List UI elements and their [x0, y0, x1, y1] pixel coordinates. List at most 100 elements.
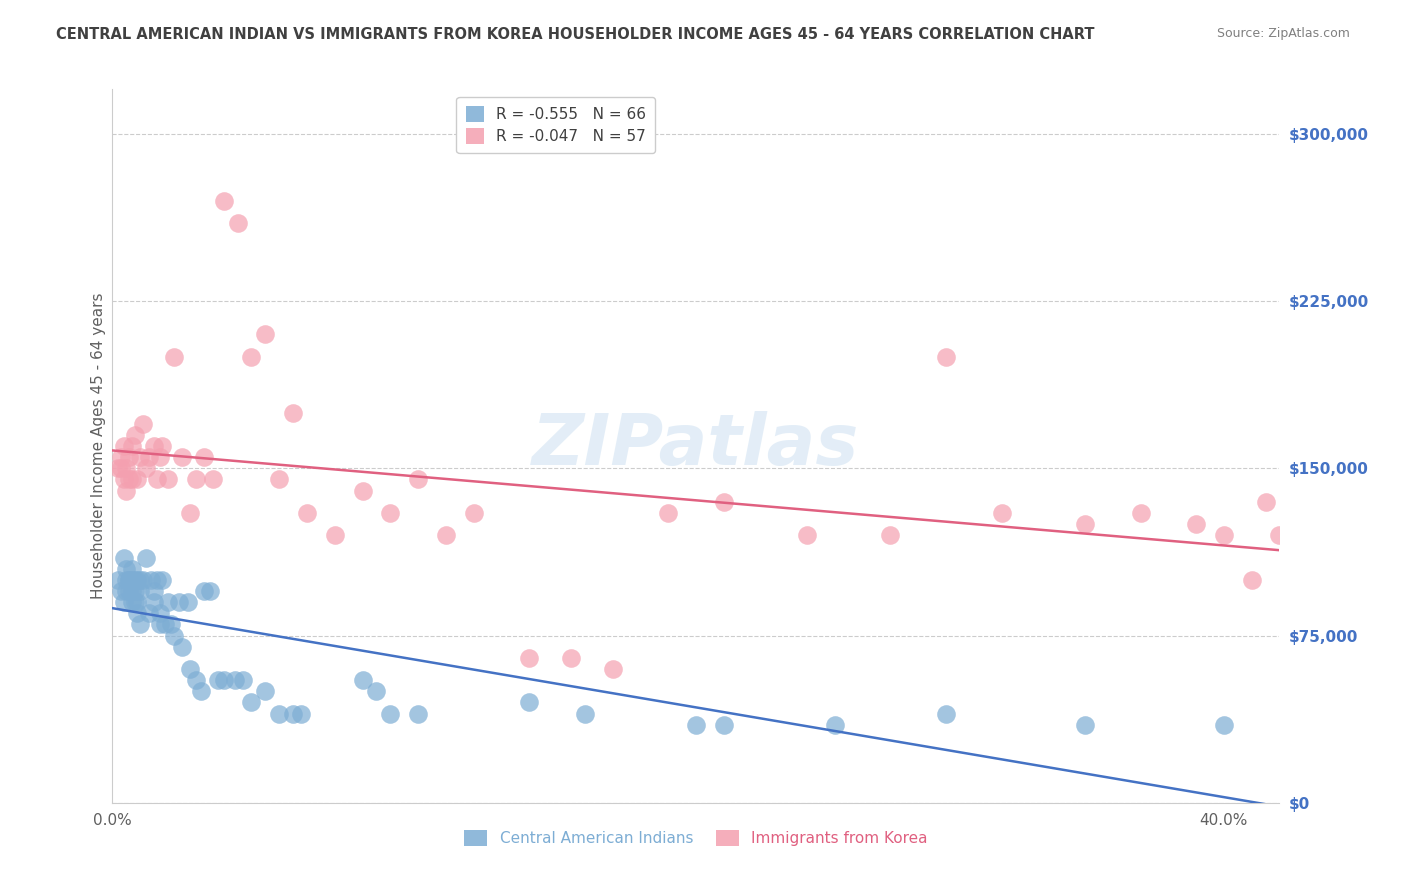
- Point: [121, 583, 143, 598]
- Point: [138, 450, 160, 464]
- Point: [179, 506, 201, 520]
- Point: [380, 706, 402, 721]
- Point: [124, 595, 146, 609]
- Point: [602, 662, 624, 676]
- Point: [170, 640, 193, 654]
- Point: [1240, 573, 1263, 587]
- Point: [112, 550, 135, 565]
- Point: [167, 595, 190, 609]
- Point: [1074, 517, 1097, 532]
- Point: [254, 684, 277, 698]
- Point: [138, 607, 160, 621]
- Point: [240, 350, 263, 364]
- Point: [281, 405, 304, 419]
- Point: [935, 706, 957, 721]
- Point: [657, 506, 679, 520]
- Point: [198, 583, 221, 598]
- Point: [1185, 517, 1208, 532]
- Y-axis label: Householder Income Ages 45 - 64 years: Householder Income Ages 45 - 64 years: [90, 293, 105, 599]
- Point: [879, 528, 901, 542]
- Point: [713, 717, 735, 731]
- Point: [352, 483, 374, 498]
- Point: [517, 651, 540, 665]
- Point: [155, 617, 177, 632]
- Point: [127, 473, 149, 487]
- Point: [124, 583, 146, 598]
- Point: [184, 473, 207, 487]
- Point: [149, 617, 172, 632]
- Point: [162, 350, 184, 364]
- Point: [129, 450, 152, 464]
- Point: [406, 473, 429, 487]
- Point: [201, 473, 224, 487]
- Point: [824, 717, 846, 731]
- Point: [127, 607, 149, 621]
- Point: [118, 573, 141, 587]
- Text: Source: ZipAtlas.com: Source: ZipAtlas.com: [1216, 27, 1350, 40]
- Point: [115, 461, 138, 475]
- Point: [1074, 717, 1097, 731]
- Point: [129, 583, 152, 598]
- Point: [121, 562, 143, 576]
- Point: [240, 696, 263, 710]
- Point: [352, 673, 374, 687]
- Point: [190, 684, 212, 698]
- Point: [115, 573, 138, 587]
- Point: [152, 573, 174, 587]
- Point: [127, 573, 149, 587]
- Point: [990, 506, 1012, 520]
- Point: [323, 528, 346, 542]
- Point: [149, 607, 172, 621]
- Point: [463, 506, 485, 520]
- Point: [132, 417, 155, 431]
- Point: [146, 473, 169, 487]
- Legend: Central American Indians, Immigrants from Korea: Central American Indians, Immigrants fro…: [458, 824, 934, 852]
- Point: [115, 483, 138, 498]
- Point: [118, 583, 141, 598]
- Point: [1254, 494, 1277, 508]
- Point: [143, 439, 166, 453]
- Point: [574, 706, 596, 721]
- Point: [434, 528, 457, 542]
- Point: [141, 573, 163, 587]
- Point: [118, 450, 141, 464]
- Point: [129, 573, 152, 587]
- Point: [132, 573, 155, 587]
- Point: [254, 327, 277, 342]
- Point: [146, 573, 169, 587]
- Point: [129, 617, 152, 632]
- Point: [127, 595, 149, 609]
- Point: [380, 506, 402, 520]
- Point: [269, 706, 291, 721]
- Point: [212, 673, 235, 687]
- Point: [796, 528, 818, 542]
- Point: [1268, 528, 1291, 542]
- Point: [124, 427, 146, 442]
- Point: [157, 595, 180, 609]
- Point: [107, 461, 129, 475]
- Point: [193, 583, 215, 598]
- Point: [112, 595, 135, 609]
- Point: [135, 550, 157, 565]
- Point: [560, 651, 582, 665]
- Point: [1212, 717, 1234, 731]
- Point: [193, 450, 215, 464]
- Point: [160, 617, 183, 632]
- Point: [118, 473, 141, 487]
- Point: [366, 684, 388, 698]
- Point: [179, 662, 201, 676]
- Point: [121, 473, 143, 487]
- Point: [115, 562, 138, 576]
- Point: [207, 673, 229, 687]
- Point: [295, 506, 318, 520]
- Point: [1212, 528, 1234, 542]
- Point: [112, 439, 135, 453]
- Point: [212, 194, 235, 208]
- Point: [121, 573, 143, 587]
- Point: [713, 494, 735, 508]
- Point: [112, 473, 135, 487]
- Point: [124, 573, 146, 587]
- Point: [184, 673, 207, 687]
- Point: [517, 696, 540, 710]
- Point: [281, 706, 304, 721]
